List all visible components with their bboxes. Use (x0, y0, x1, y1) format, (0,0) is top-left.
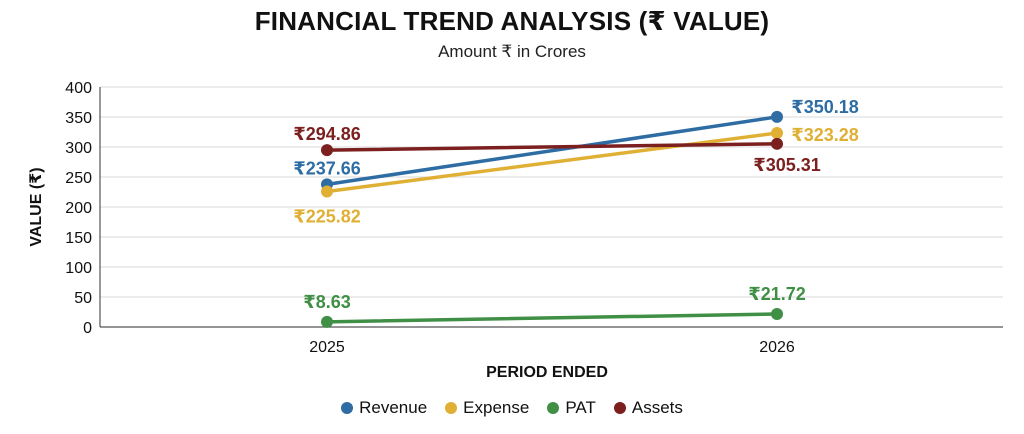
legend-swatch (445, 402, 458, 414)
legend-item-assets: Assets (613, 398, 683, 418)
x-tick-label: 2025 (309, 339, 345, 356)
series-line-expense (325, 131, 779, 194)
x-axis-title: PERIOD ENDED (486, 364, 608, 381)
y-tick-label: 50 (74, 290, 92, 307)
data-labels: ₹237.66 ₹350.18 ₹225.82 ₹323.28 ₹8.63 ₹21.72 ₹… (293, 97, 859, 312)
data-label-expense: ₹323.28 (791, 125, 859, 145)
legend-label: Revenue (359, 398, 428, 417)
data-point-assets (771, 137, 783, 150)
data-label-revenue: ₹237.66 (293, 158, 361, 178)
y-tick-label: 100 (65, 260, 92, 277)
y-tick-label: 300 (65, 140, 92, 157)
legend-swatch (613, 402, 626, 414)
series-line-revenue (325, 115, 779, 187)
y-tick-labels: 0 50 100 150 200 250 300 350 400 (65, 80, 92, 337)
grid-lines (99, 86, 1003, 328)
data-label-expense: ₹225.82 (293, 207, 361, 227)
data-point-assets (321, 144, 333, 157)
legend-label: PAT (565, 398, 596, 417)
legend-label: Expense (463, 398, 530, 417)
y-tick-label: 400 (65, 80, 92, 97)
series-line-pat (325, 312, 779, 324)
series-lines (325, 115, 779, 324)
data-point-expense (771, 127, 783, 140)
legend-item-revenue: Revenue (341, 398, 427, 418)
y-tick-label: 0 (83, 320, 92, 337)
legend-swatch (341, 402, 354, 414)
legend-item-expense: Expense (445, 398, 529, 418)
chart-subtitle: Amount ₹ in Crores (438, 42, 586, 61)
x-tick-labels: 2025 2026 (309, 339, 795, 356)
legend-swatch (547, 402, 560, 414)
data-label-revenue: ₹350.18 (791, 97, 859, 117)
legend-item-pat: PAT (547, 398, 596, 418)
data-point-pat (321, 315, 333, 328)
data-label-assets: ₹294.86 (293, 124, 361, 144)
legend-label: Assets (631, 398, 683, 417)
data-point-expense (321, 185, 333, 198)
y-tick-label: 200 (65, 200, 92, 217)
x-tick-label: 2026 (759, 339, 795, 356)
data-label-assets: ₹305.31 (753, 155, 821, 175)
y-tick-label: 250 (65, 170, 92, 187)
data-label-pat: ₹21.72 (748, 284, 806, 304)
y-tick-label: 350 (65, 110, 92, 127)
y-tick-label: 150 (65, 230, 92, 247)
chart-title: FINANCIAL TREND ANALYSIS (₹ VALUE) (254, 6, 770, 36)
data-point-pat (771, 307, 783, 320)
series-points (321, 110, 783, 328)
chart-legend: Revenue Expense PAT Assets (0, 398, 1024, 418)
series-line-assets (325, 142, 779, 152)
y-axis-title: VALUE (₹) (28, 167, 45, 246)
data-label-pat: ₹8.63 (303, 292, 351, 312)
data-point-revenue (771, 110, 783, 123)
